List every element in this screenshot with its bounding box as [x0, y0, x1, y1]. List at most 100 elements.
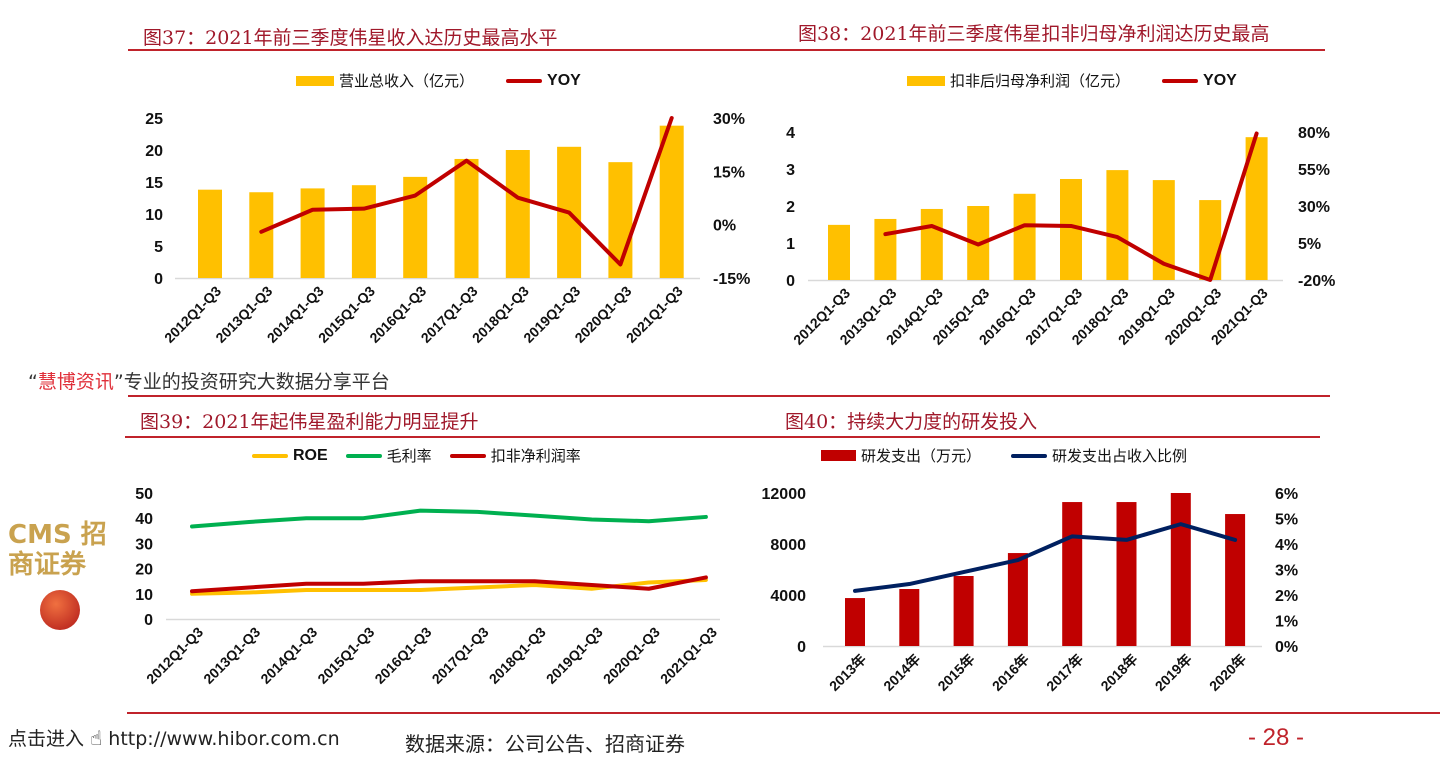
x-axis-tick-label: 2018Q1-Q3	[486, 624, 549, 687]
right-axis-tick-label: 5%	[1298, 236, 1321, 253]
chart-40-legend: 研发支出（万元） 研发支出占收入比例	[821, 445, 1187, 466]
x-axis-tick-label: 2017年	[1043, 651, 1086, 694]
bar-0	[953, 576, 974, 646]
bar-0	[351, 185, 376, 278]
left-axis-tick-label: 30	[135, 536, 153, 553]
right-axis-tick-label: 6%	[1275, 486, 1298, 503]
x-axis-tick-label: 2013Q1-Q3	[200, 624, 263, 687]
series-line-2	[190, 575, 708, 594]
legend-label: 研发支出（万元）	[861, 447, 982, 465]
cms-logo-emblem-icon	[40, 590, 80, 630]
bar-0	[1116, 502, 1137, 646]
bar-0	[249, 192, 274, 278]
left-axis-tick-label: 1	[786, 236, 795, 253]
x-axis-tick-label: 2018年	[1097, 651, 1140, 694]
x-axis-tick-label: 2014年	[880, 651, 923, 694]
bar-0	[1106, 170, 1129, 280]
bar-0	[505, 150, 530, 278]
legend-label: 扣非后归母净利润（亿元）	[950, 72, 1131, 90]
bar-0	[1060, 178, 1082, 280]
bar-0	[1199, 200, 1222, 280]
left-axis-tick-label: 12000	[762, 486, 807, 503]
legend-line-rd-ratio	[1011, 453, 1048, 458]
bar-0	[659, 125, 684, 279]
x-axis-tick-label: 2019Q1-Q3	[543, 624, 606, 687]
legend-line-gross-margin	[345, 453, 382, 458]
chart-38-title: 图38：2021年前三季度伟星扣非归母净利润达历史最高	[798, 23, 1270, 45]
right-axis-tick-label: 55%	[1298, 162, 1330, 179]
bar-0	[845, 598, 865, 646]
left-axis-tick-label: 0	[144, 612, 153, 629]
legend-swatch-profit	[907, 75, 945, 86]
left-axis-tick-label: 10	[145, 207, 163, 224]
left-axis-tick-label: 3	[786, 162, 795, 179]
bar-0	[454, 158, 479, 278]
left-axis-tick-label: 15	[145, 175, 163, 192]
left-axis-tick-label: 25	[145, 111, 163, 128]
left-axis-tick-label: 8000	[770, 537, 806, 554]
right-axis-tick-label: 5%	[1275, 512, 1298, 529]
legend-line-yoy	[506, 78, 543, 83]
x-axis-tick-label: 2015年	[934, 651, 977, 694]
legend-swatch-revenue	[296, 75, 334, 86]
quote: ”	[113, 371, 124, 393]
series-line-1	[190, 508, 708, 529]
series-line-1	[853, 522, 1238, 593]
chart-37-legend: 营业总收入（亿元） YOY	[296, 70, 581, 91]
x-axis-tick-label: 2014Q1-Q3	[257, 624, 320, 687]
bar-0	[899, 589, 920, 646]
hand-pointer-icon: ☝	[90, 726, 103, 750]
right-axis-tick-label: 3%	[1275, 563, 1298, 580]
right-axis-tick-label: 4%	[1275, 537, 1298, 554]
watermark-link-row: 点击进入 ☝ http://www.hibor.com.cn	[8, 724, 340, 751]
cms-logo-watermark: CMS 招商证券	[8, 520, 120, 580]
logo-text: CMS 招商证券	[8, 520, 107, 580]
left-axis-tick-label: 20	[135, 562, 153, 579]
section-divider	[128, 395, 1330, 397]
x-axis-tick-label: 2020Q1-Q3	[600, 624, 663, 687]
left-axis-tick-label: 2	[786, 199, 795, 216]
left-axis-tick-label: 0	[786, 273, 795, 290]
left-axis-tick-label: 4	[786, 125, 795, 142]
right-axis-tick-label: 2%	[1275, 588, 1298, 605]
x-axis-tick-label: 2016Q1-Q3	[371, 624, 434, 687]
right-axis-tick-label: 30%	[713, 111, 745, 128]
legend-line-net-margin	[449, 453, 486, 458]
bar-0	[300, 188, 325, 278]
left-axis-tick-label: 4000	[770, 588, 806, 605]
watermark-link-label: 点击进入	[8, 728, 85, 750]
left-axis-tick-label: 40	[135, 511, 153, 528]
watermark-link[interactable]: http://www.hibor.com.cn	[108, 728, 340, 750]
right-axis-tick-label: 30%	[1298, 199, 1330, 216]
legend-label: 毛利率	[386, 447, 432, 465]
x-axis-tick-label: 2021Q1-Q3	[657, 624, 720, 687]
bar-0	[1013, 193, 1036, 280]
bar-0	[1225, 514, 1246, 646]
bar-0	[1245, 137, 1268, 280]
chart-37-title: 图37：2021年前三季度伟星收入达历史最高水平	[143, 27, 558, 49]
legend-label: 扣非净利润率	[490, 447, 581, 465]
bar-0	[198, 189, 222, 278]
left-axis-tick-label: 20	[145, 143, 163, 160]
bar-0	[920, 208, 943, 280]
x-axis-tick-label: 2017Q1-Q3	[429, 624, 492, 687]
x-axis-tick-label: 2012Q1-Q3	[143, 624, 206, 687]
right-axis-tick-label: 0%	[1275, 639, 1298, 656]
footer-rule	[127, 712, 1440, 714]
chart-40-title: 图40：持续大力度的研发投入	[785, 411, 1038, 433]
title-rule-bottom	[125, 436, 1320, 438]
bar-0	[1062, 502, 1083, 646]
legend-swatch-rd	[821, 450, 856, 461]
chart-39-legend: ROE 毛利率 扣非净利润率	[252, 445, 581, 466]
watermark-slogan-text: 专业的投资研究大数据分享平台	[123, 371, 390, 393]
left-axis-tick-label: 50	[135, 486, 153, 503]
watermark-brand: 慧博资讯	[37, 371, 114, 393]
legend-line-roe	[252, 453, 288, 458]
legend-label: 研发支出占收入比例	[1052, 447, 1188, 465]
x-axis-tick-label: 2016年	[989, 651, 1032, 694]
title-rule-top	[128, 49, 1325, 51]
legend-label: 营业总收入（亿元）	[339, 72, 475, 90]
x-axis-tick-label: 2020年	[1206, 651, 1249, 694]
bar-0	[874, 218, 897, 280]
